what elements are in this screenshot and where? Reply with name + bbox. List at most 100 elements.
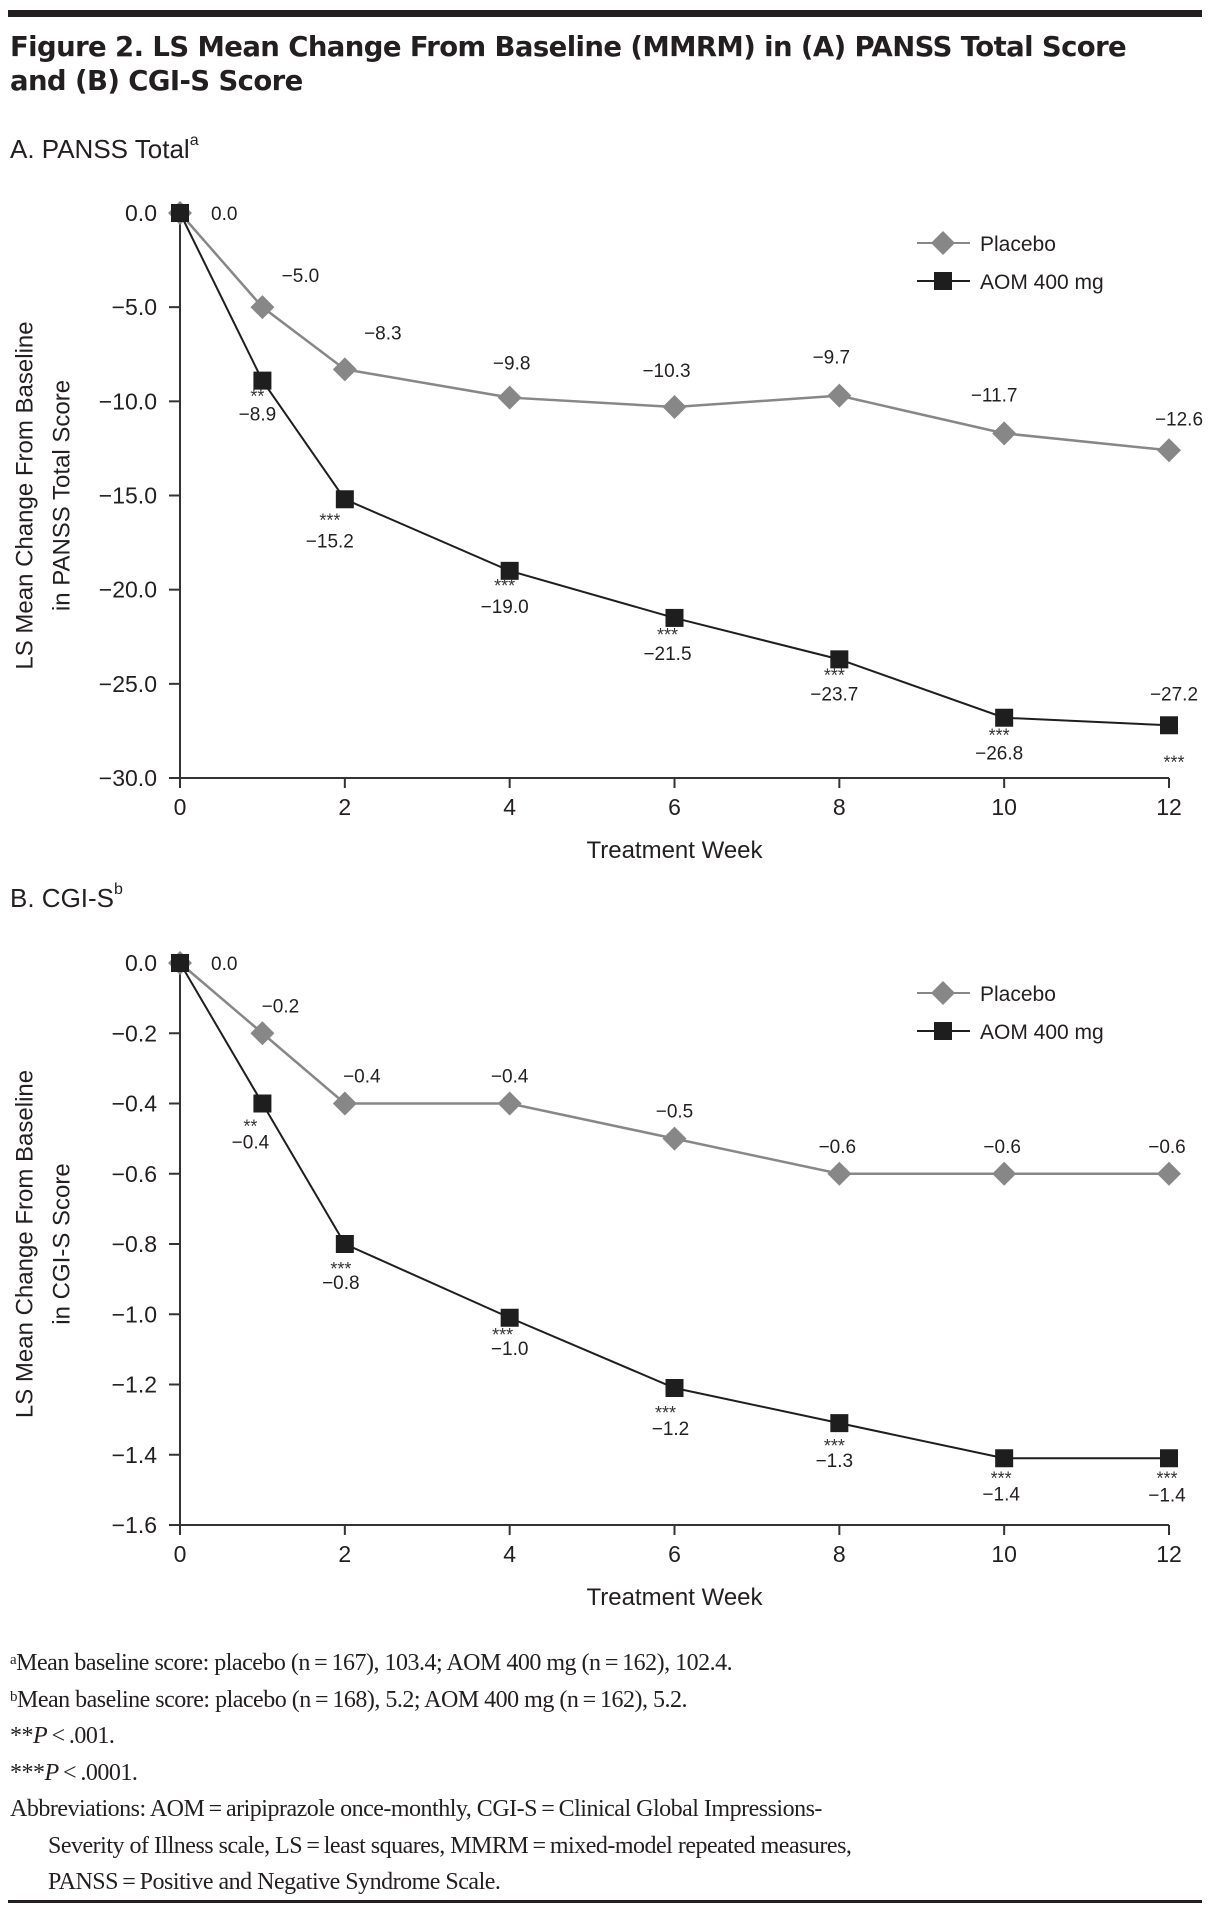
figure-title: Figure 2. LS Mean Change From Baseline (… — [10, 30, 1200, 98]
data-point-diamond — [1157, 438, 1181, 463]
footnote-p-001: **P < .001. — [10, 1718, 1200, 1755]
significance-marker: *** — [824, 1436, 845, 1456]
y-tick-label: 0.0 — [125, 200, 157, 226]
data-label: −0.2 — [262, 996, 300, 1017]
series-placebo: −0.2 −0.4 −0.4 −0.5 −0.6 −0.6 −0.6 — [168, 951, 1186, 1186]
panel-b-title-footnote-mark: b — [114, 881, 123, 898]
legend-item-aom-400mg: AOM 400 mg — [917, 1021, 1104, 1044]
footnote-p-001-p: P — [33, 1723, 48, 1749]
data-label: −1.4 — [1148, 1485, 1186, 1506]
data-label: −27.2 — [1150, 684, 1198, 705]
y-tick-label: 0.0 — [125, 950, 157, 976]
y-tick-label: −1.0 — [112, 1301, 157, 1327]
data-point-square — [335, 490, 354, 509]
data-point-diamond — [827, 1161, 852, 1186]
x-tick-label: 6 — [668, 794, 681, 820]
footnote-p-0001-text: < .0001. — [58, 1759, 138, 1786]
data-point-diamond — [827, 383, 852, 408]
x-tick-label: 12 — [1156, 794, 1182, 820]
legend-square-icon — [934, 272, 952, 290]
y-tick-label: −0.4 — [112, 1091, 158, 1117]
significance-marker: *** — [492, 1325, 513, 1345]
legend-label: Placebo — [980, 983, 1056, 1006]
data-point-diamond — [662, 1126, 687, 1151]
footnote-b: bMean baseline score: placebo (n = 168),… — [10, 1682, 1200, 1719]
legend-label: AOM 400 mg — [980, 271, 1104, 294]
data-label: −0.4 — [232, 1133, 270, 1154]
y-tick-label: −0.6 — [112, 1161, 157, 1187]
data-label: −1.2 — [652, 1419, 690, 1440]
data-point-square — [1160, 716, 1178, 735]
data-point-square — [171, 204, 189, 222]
data-label: −0.8 — [322, 1273, 360, 1294]
legend-label: Placebo — [980, 233, 1056, 256]
top-rule — [8, 10, 1202, 17]
data-point-square — [830, 650, 849, 669]
y-tick-label: −0.8 — [112, 1231, 157, 1257]
legend-item-placebo: Placebo — [917, 231, 1056, 256]
footnote-p-001-text: < .001. — [47, 1723, 115, 1749]
x-tick-label: 6 — [668, 1541, 681, 1567]
data-label: −9.7 — [813, 348, 851, 369]
data-point-square — [830, 1414, 849, 1433]
data-label: −11.7 — [971, 385, 1018, 406]
panel-b-title: B. CGI-Sb — [10, 881, 123, 914]
x-tick-label: 8 — [833, 794, 846, 820]
y-tick-label: −1.2 — [112, 1372, 157, 1398]
data-label: −8.9 — [239, 405, 277, 426]
data-point-diamond — [332, 1091, 357, 1116]
series-line — [179, 962, 1169, 1175]
footnote-abbreviations-line-3: PANSS = Positive and Negative Syndrome S… — [48, 1869, 501, 1895]
panel-a-title-text: A. PANSS Total — [10, 134, 190, 164]
significance-marker: *** — [1156, 1468, 1177, 1488]
x-tick-label: 10 — [991, 1541, 1017, 1567]
footnotes: aMean baseline score: placebo (n = 167),… — [10, 1645, 1200, 1901]
footnote-p-0001-p: P — [44, 1759, 60, 1786]
y-axis-title-line: in CGI-S Score — [48, 1163, 75, 1324]
data-point-diamond — [250, 1021, 275, 1046]
data-point-diamond — [332, 357, 357, 382]
data-label: −1.0 — [491, 1339, 529, 1360]
panel-a-title: A. PANSS Totala — [10, 132, 199, 165]
data-point-diamond — [1157, 1161, 1181, 1186]
y-tick-label: −15.0 — [99, 483, 157, 509]
data-label: 0.0 — [211, 954, 237, 975]
data-label: −15.2 — [306, 531, 354, 552]
x-tick-label: 4 — [503, 1541, 516, 1567]
footnote-p-0001: ***P < .0001. — [10, 1755, 1200, 1792]
x-tick-label: 12 — [1156, 1541, 1182, 1567]
x-axis-title: Treatment Week — [586, 837, 763, 864]
legend-square-icon — [934, 1022, 952, 1040]
footnote-a-mark: a — [10, 1652, 17, 1668]
data-label: −0.5 — [656, 1102, 694, 1123]
y-tick-label: −1.6 — [112, 1512, 157, 1538]
x-tick-label: 2 — [338, 1541, 351, 1567]
data-label: −0.6 — [819, 1137, 857, 1158]
bottom-rule — [8, 1900, 1202, 1903]
panel-b-title-text: B. CGI-S — [10, 883, 115, 913]
data-label: −0.4 — [343, 1067, 381, 1088]
x-tick-label: 10 — [991, 794, 1017, 820]
footnote-b-mark: b — [10, 1688, 18, 1705]
data-label: −0.4 — [491, 1067, 529, 1088]
data-label: −1.3 — [816, 1451, 854, 1472]
data-point-square — [253, 1094, 272, 1113]
data-label: −9.8 — [493, 354, 531, 375]
series-placebo: −5.0 −8.3 −9.8 −10.3 −9.7 −11.7 −12.6 — [168, 201, 1203, 463]
series-aom-400mg: 0.0−0.4**−0.8***−1.0***−1.2***−1.3***−1.… — [171, 954, 1186, 1506]
y-tick-label: −20.0 — [99, 577, 157, 603]
footnote-a: aMean baseline score: placebo (n = 167),… — [10, 1645, 1200, 1682]
footnote-a-text: Mean baseline score: placebo (n = 167), … — [16, 1650, 733, 1676]
data-label: −0.6 — [983, 1137, 1021, 1158]
significance-marker: *** — [989, 726, 1010, 746]
significance-marker: ** — [250, 387, 264, 407]
series-line — [179, 962, 1169, 1460]
x-tick-label: 4 — [503, 794, 516, 820]
significance-marker: *** — [657, 625, 678, 645]
chart-cgi-s: 0.0 −0.2 −0.4 −0.6 −0.8 −1.0 −1.2 −1.4 −1.6 0 2 4 6 8… — [11, 950, 1186, 1611]
data-label: −19.0 — [481, 597, 529, 618]
legend: Placebo AOM 400 mg — [917, 231, 1104, 294]
data-point-square — [171, 954, 189, 972]
y-tick-label: −1.4 — [112, 1442, 158, 1468]
data-point-square — [665, 608, 684, 627]
